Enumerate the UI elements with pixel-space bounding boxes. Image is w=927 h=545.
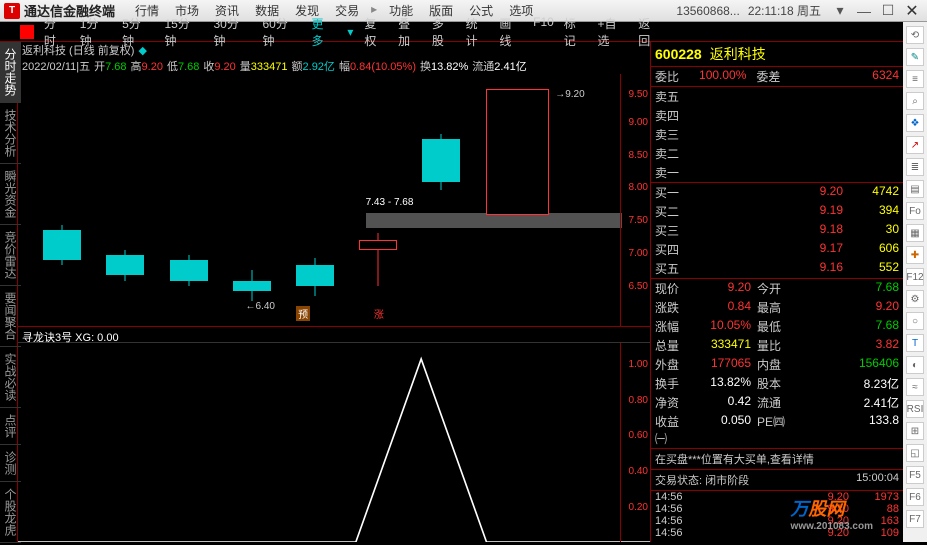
righttool-13[interactable]: ○ [906, 312, 924, 330]
righttool-21[interactable]: F6 [906, 488, 924, 506]
righttool-14[interactable]: T [906, 334, 924, 352]
turnover-label: 换13.82% [420, 58, 468, 74]
stock-subtitle: 返利科技 (日线 前复权) [22, 42, 134, 58]
righttool-17[interactable]: RSI [906, 400, 924, 418]
ohlc-line: 2022/02/11|五 开7.68 高9.20 低7.68 收9.20 量33… [18, 58, 650, 74]
app-logo: T [4, 3, 20, 19]
more-dropdown-icon[interactable]: ▾ [341, 25, 359, 39]
big-order-msg[interactable]: 在买盘***位置有大买单,查看详情 [651, 448, 903, 469]
righttool-11[interactable]: F12 [906, 268, 924, 286]
left-tab-bar: 分时走势技术分析瞬光资金竞价雷达要闻聚合实战必读点评诊测个股龙虎 [0, 42, 18, 542]
panel-header: 600228 返利科技 [651, 42, 903, 67]
chart-area: 返利科技 (日线 前复权) ◆ 2022/02/11|五 开7.68 高9.20… [18, 42, 651, 542]
diamond-icon: ◆ [138, 44, 146, 57]
weibi-row: 委比100.00% 委差6324 [651, 67, 903, 87]
period-toolbar: 分时1分钟5分钟15分钟30分钟60分钟 更多 ▾ 复权叠加多股统计画线F10标… [0, 22, 927, 42]
righttool-15[interactable]: ◐ [906, 356, 924, 374]
kline-panel[interactable]: 7.43 - 7.68→9.20←6.40预涨 9.509.008.508.00… [18, 74, 650, 327]
righttool-3[interactable]: ⌕ [906, 92, 924, 110]
watermark: 万股网 www.201083.com [791, 495, 873, 532]
indicator-header: 寻龙诀3号 XG: 0.00 [18, 327, 650, 343]
close-label: 收9.20 [203, 58, 235, 74]
vol-label: 量333471 [240, 58, 288, 74]
low-label: 低7.68 [167, 58, 199, 74]
maximize-button[interactable]: ☐ [877, 2, 899, 20]
close-button[interactable]: ✕ [901, 2, 923, 20]
right-tool-strip: ⟲ ✎ ≡ ⌕ ❖ ↗ ≣ ▤ Fo ▦ ✚ F12 ⚙ ○ T ◐ ≈ RSI ⊞ ◱ F5 F6 F7 [903, 22, 927, 542]
record-icon[interactable] [20, 25, 34, 39]
high-label: 高9.20 [131, 58, 163, 74]
stock-name[interactable]: 返利科技 [710, 44, 766, 64]
minimize-button[interactable]: — [853, 2, 875, 20]
righttool-8[interactable]: Fo [906, 202, 924, 220]
amount-label: 额2.92亿 [292, 58, 335, 74]
righttool-16[interactable]: ≈ [906, 378, 924, 396]
trade-status: 交易状态: 闭市阶段15:00:04 [651, 469, 903, 490]
righttool-0[interactable]: ⟲ [906, 26, 924, 44]
time-info: 22:11:18 周五 [748, 2, 821, 19]
righttool-18[interactable]: ⊞ [906, 422, 924, 440]
righttool-19[interactable]: ◱ [906, 444, 924, 462]
btn-down[interactable]: ▾ [829, 2, 851, 20]
stock-info-line: 返利科技 (日线 前复权) ◆ [18, 42, 650, 58]
range-label: 幅0.84(10.05%) [339, 58, 416, 74]
indicator-panel[interactable]: 1.000.800.600.400.20 [18, 343, 650, 542]
righttool-20[interactable]: F5 [906, 466, 924, 484]
righttool-1[interactable]: ✎ [906, 48, 924, 66]
stock-code[interactable]: 600228 [655, 46, 702, 62]
date-label: 2022/02/11|五 [22, 58, 90, 74]
float-label: 流通2.41亿 [472, 58, 526, 74]
righttool-6[interactable]: ≣ [906, 158, 924, 176]
righttool-12[interactable]: ⚙ [906, 290, 924, 308]
righttool-10[interactable]: ✚ [906, 246, 924, 264]
righttool-2[interactable]: ≡ [906, 70, 924, 88]
righttool-7[interactable]: ▤ [906, 180, 924, 198]
righttool-5[interactable]: ↗ [906, 136, 924, 154]
quote-panel: 600228 返利科技 委比100.00% 委差6324 卖五卖四卖三卖二卖一 … [651, 42, 903, 542]
righttool-9[interactable]: ▦ [906, 224, 924, 242]
price-axis: 9.509.008.508.007.507.006.50 [620, 74, 650, 326]
righttool-4[interactable]: ❖ [906, 114, 924, 132]
phone-info: 13560868... [676, 4, 739, 18]
indicator-axis: 1.000.800.600.400.20 [620, 343, 650, 542]
open-label: 开7.68 [94, 58, 126, 74]
righttool-22[interactable]: F7 [906, 510, 924, 528]
